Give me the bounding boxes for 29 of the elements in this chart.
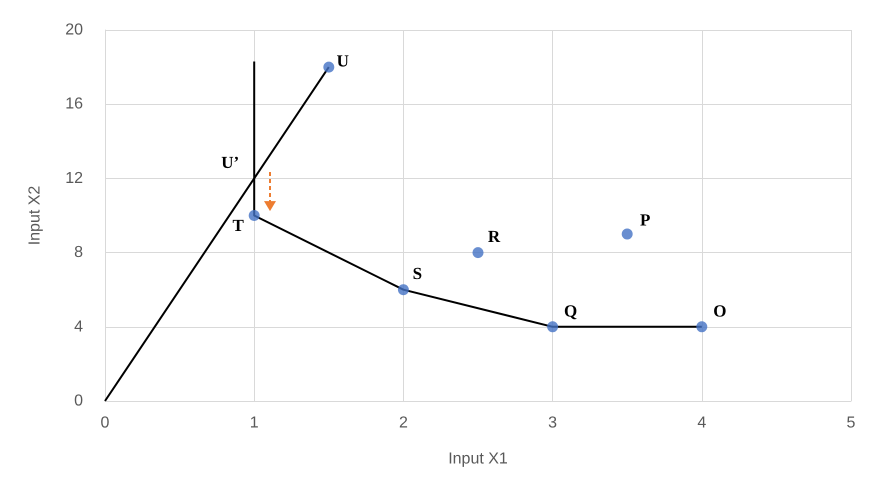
y-tick-label: 16	[65, 96, 84, 113]
y-tick-label: 12	[65, 170, 84, 187]
annotation: S	[412, 264, 422, 284]
point	[547, 321, 558, 332]
x-tick-label: 3	[548, 414, 558, 432]
annotation: P	[640, 210, 650, 230]
annotation: U	[336, 52, 349, 71]
y-tick-label: 8	[74, 244, 84, 262]
point	[323, 62, 334, 73]
annotation: Q	[564, 301, 578, 320]
x-tick-label: 2	[398, 414, 408, 432]
x-tick-label: 0	[100, 414, 110, 432]
x-axis-title: Input X1	[448, 450, 508, 468]
point	[248, 210, 260, 221]
x-tick-label: 1	[250, 414, 259, 432]
x-tick-label: 4	[697, 414, 706, 432]
x-tick-label: 5	[846, 414, 856, 432]
y-tick-label: 4	[74, 318, 84, 336]
point	[696, 321, 708, 332]
y-tick-label: 0	[74, 392, 84, 410]
annotation: O	[713, 301, 726, 320]
point	[398, 284, 409, 296]
point	[622, 228, 633, 240]
point	[472, 247, 484, 258]
y-axis-title: Input X2	[26, 186, 44, 246]
y-tick-label: 20	[65, 22, 84, 38]
annotation: U’	[221, 152, 240, 172]
annotation: T	[232, 216, 245, 235]
annotation: R	[488, 227, 501, 246]
